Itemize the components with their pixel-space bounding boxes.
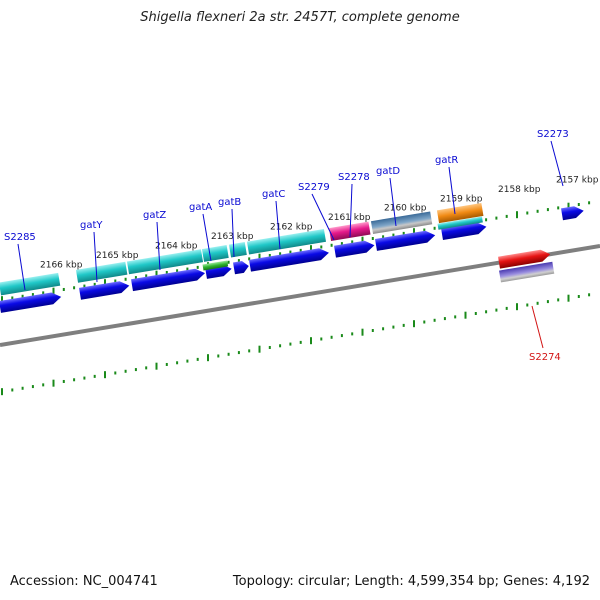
cds-arrow-2 <box>131 268 206 292</box>
ruler-label: 2164 kbp <box>155 241 198 251</box>
cds-arrow-9-shape <box>561 206 584 221</box>
cds-arrow-0 <box>0 292 62 313</box>
ruler-label: 2159 kbp <box>440 194 483 204</box>
gene-label-gatY: gatY <box>80 220 103 231</box>
gene-label-S2285: S2285 <box>4 232 36 243</box>
gene-label-gatZ: gatZ <box>143 210 166 221</box>
genome-summary: Topology: circular; Length: 4,599,354 bp… <box>232 574 590 589</box>
gatR-subfeature <box>437 216 483 230</box>
gene-feature-8 <box>436 202 484 224</box>
ruler-label: 2162 kbp <box>270 222 313 232</box>
cds-arrow-5 <box>249 248 329 272</box>
gene-leader-line <box>311 193 335 241</box>
gene-label-S2274: S2274 <box>529 352 561 363</box>
gene-feature-3-shape <box>201 245 229 262</box>
gene-label-gatA: gatA <box>189 202 212 213</box>
ruler-label: 2160 kbp <box>384 204 427 214</box>
cds-arrow-1-shape <box>79 281 130 300</box>
gene-feature-7 <box>370 211 433 235</box>
gatA-subfeature-shape <box>202 260 229 271</box>
cds-arrow-7 <box>375 230 436 251</box>
gene-label-gatB: gatB <box>218 197 241 208</box>
gene-label-gatC: gatC <box>262 189 285 200</box>
gene-feature-1 <box>75 261 128 283</box>
gene-leader-line <box>448 166 456 215</box>
reverse-cds-arrow-shape <box>498 249 551 269</box>
gene-label-gatR: gatR <box>435 155 458 166</box>
reverse-cds-arrow <box>498 249 551 269</box>
gene-leader-line <box>202 213 212 262</box>
cds-arrow-0-shape <box>0 292 62 313</box>
gene-leader-line <box>156 221 161 271</box>
cds-arrow-4-shape <box>233 261 249 275</box>
gene-leader-line <box>275 200 281 250</box>
gene-feature-7-shape <box>370 211 433 235</box>
cds-arrow-5-shape <box>249 248 329 272</box>
reverse-gene-feature-shape <box>499 261 555 283</box>
cds-arrow-2-shape <box>131 268 206 292</box>
gene-feature-2 <box>126 249 204 275</box>
cds-arrow-6-shape <box>334 240 375 258</box>
label-layer: 2166 kbp 2165 kbp 2164 kbp 2163 kbp 2162 kbp… <box>4 129 599 363</box>
gene-feature-3 <box>201 245 229 262</box>
ruler-label: 2166 kbp <box>40 260 83 270</box>
ruler-label: 2165 kbp <box>96 251 139 261</box>
gene-feature-0-shape <box>0 272 61 296</box>
map-title: Shigella flexneri 2a str. 2457T, complet… <box>140 10 460 25</box>
cds-arrow-1 <box>79 281 130 300</box>
reverse-gene-feature <box>499 261 555 283</box>
gene-feature-2-shape <box>126 249 204 275</box>
gene-leader-line <box>231 208 235 258</box>
gatA-subfeature <box>202 260 229 271</box>
ruler-label: 2161 kbp <box>328 213 371 223</box>
gene-feature-5 <box>246 228 327 255</box>
ruler-label: 2157 kbp <box>556 175 599 185</box>
gene-leader-line <box>550 140 564 187</box>
gene-feature-0 <box>0 272 61 296</box>
gene-leader-line <box>389 177 397 227</box>
ruler-label: 2163 kbp <box>211 232 254 242</box>
ruler-label: 2158 kbp <box>498 185 541 195</box>
gatR-subfeature-shape <box>437 216 483 230</box>
gene-leader-line <box>93 231 98 283</box>
gene-feature-8-shape <box>436 202 484 224</box>
gene-label-gatD: gatD <box>376 166 400 177</box>
gene-feature-5-shape <box>246 228 327 255</box>
gene-label-S2279: S2279 <box>298 182 330 193</box>
gene-label-S2278: S2278 <box>338 172 370 183</box>
gene-feature-1-shape <box>75 261 128 283</box>
cds-arrow-4 <box>233 261 249 275</box>
gene-feature-4 <box>228 242 247 258</box>
cds-arrow-6 <box>334 240 375 258</box>
accession-text: Accession: NC_004741 <box>10 574 158 589</box>
gene-leader-line <box>349 183 353 238</box>
gene-label-S2273: S2273 <box>537 129 569 140</box>
gene-feature-4-shape <box>228 242 247 258</box>
gene-leader-line <box>531 305 544 349</box>
cds-arrow-7-shape <box>375 230 436 251</box>
gene-leader-line <box>17 243 26 291</box>
cds-arrow-9 <box>561 206 584 221</box>
